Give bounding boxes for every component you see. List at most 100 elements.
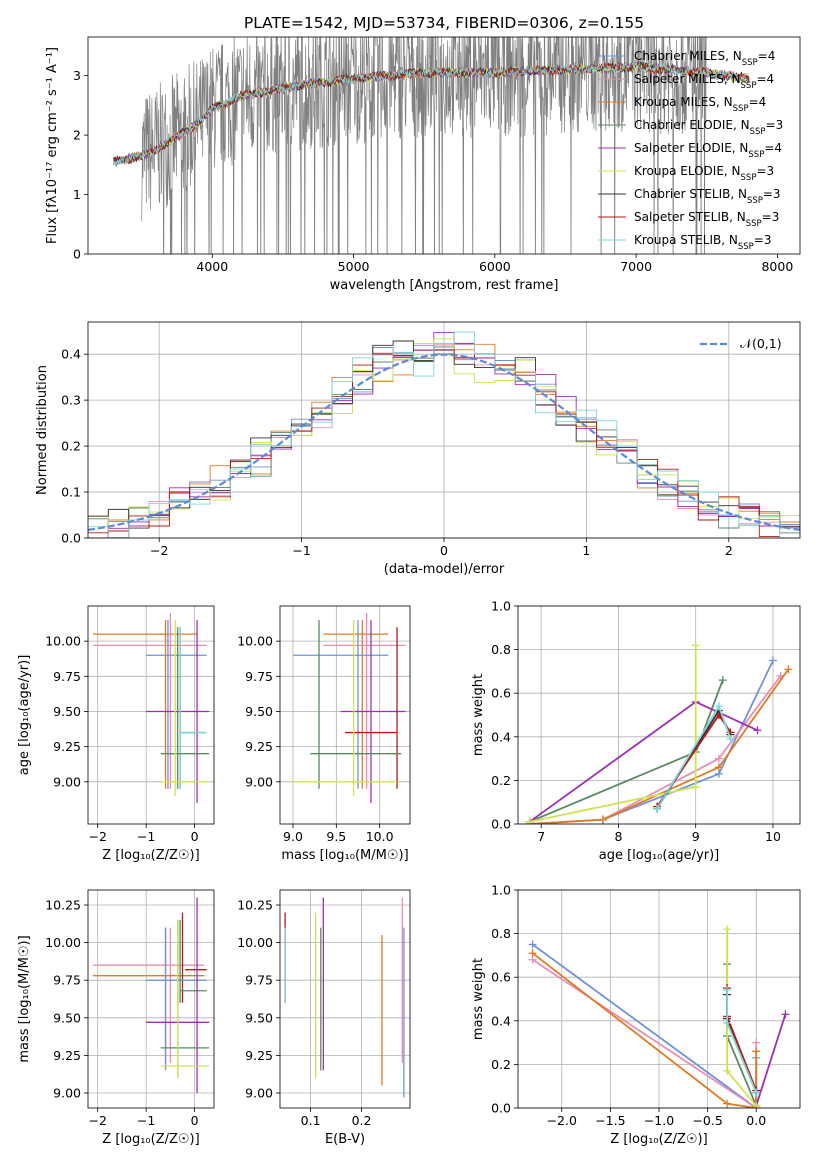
- errorbar-point: [160, 920, 210, 1078]
- axes-frame: [517, 605, 801, 825]
- y-tick-label: 0.6: [491, 686, 511, 701]
- gaussian-curve: [88, 353, 800, 531]
- y-tick-label: 0.6: [491, 970, 511, 985]
- y-tick-label: 0.1: [61, 485, 81, 500]
- y-tick-label: 0.4: [491, 729, 511, 744]
- x-tick-label: −1: [137, 1113, 155, 1128]
- x-axis-label: E(B-V): [325, 1132, 365, 1147]
- series-salpeter-miles: [532, 959, 758, 1108]
- model-kroupa-stelib: [113, 61, 750, 166]
- plus-marker: [525, 817, 534, 824]
- errorbar-point: [160, 627, 210, 789]
- x-tick-label: 5000: [338, 259, 370, 274]
- axes-age_vs_Z: −2 −1 0 9.00 9.25 9.50 9.75 10.00 Z [log₁₀(Z/Z☉)…: [17, 605, 215, 863]
- y-tick-label: 9.00: [245, 1085, 273, 1100]
- errorbar-point: [179, 627, 205, 789]
- data-spectrum: [141, 37, 707, 254]
- legend-entry: 𝒩(0,1): [740, 336, 782, 351]
- legend-entry: Kroupa ELODIE, NSSP=3: [634, 164, 774, 183]
- plus-marker: [752, 1047, 761, 1056]
- y-axis-label: age [log₁₀(age/yr)]: [17, 655, 32, 776]
- x-tick-label: 0: [191, 829, 199, 844]
- series-kroupa-elodie: [529, 645, 697, 823]
- x-tick-label: 1: [582, 543, 590, 558]
- y-tick-label: 9.50: [53, 704, 81, 719]
- plus-marker: [752, 1101, 761, 1108]
- plus-marker: [723, 986, 732, 995]
- errorbar-point: [160, 920, 210, 1078]
- legend-entry: Salpeter STELIB, NSSP=3: [634, 210, 779, 229]
- legend-entry: Kroupa STELIB, NSSP=3: [634, 233, 772, 252]
- series-chabrier-miles: [532, 943, 758, 1108]
- legend-entry: Kroupa MILES, NSSP=4: [634, 95, 766, 114]
- series-kroupa-miles: [532, 952, 758, 1108]
- y-tick-label: 3: [73, 68, 81, 83]
- errorbar-point: [340, 620, 406, 803]
- plot-area: [113, 37, 750, 254]
- x-tick-label: 2: [725, 543, 733, 558]
- x-tick-label: 0: [191, 1113, 199, 1128]
- x-axis-label: Z [log₁₀(Z/Z☉)]: [102, 1132, 199, 1147]
- x-tick-label: −2.0: [547, 1113, 577, 1128]
- x-tick-label: −1.5: [595, 1113, 625, 1128]
- x-tick-label: −1: [137, 829, 155, 844]
- plus-marker: [753, 726, 762, 735]
- x-tick-label: 9.5: [326, 829, 346, 844]
- plus-marker: [528, 949, 537, 958]
- legend-entry: Chabrier MILES, NSSP=4: [634, 49, 775, 68]
- y-tick-label: 0.4: [61, 347, 81, 362]
- y-tick-label: 0.3: [61, 393, 81, 408]
- axes-frame: [87, 36, 801, 255]
- plus-marker: [723, 925, 732, 934]
- y-tick-label: 9.25: [53, 1048, 81, 1063]
- plus-marker: [723, 1099, 732, 1108]
- axes-frame: [279, 889, 411, 1109]
- y-tick-label: 9.75: [53, 669, 81, 684]
- errorbar-point: [179, 920, 207, 1003]
- y-tick-label: 9.75: [245, 973, 273, 988]
- x-tick-label: 0: [440, 543, 448, 558]
- x-tick-label: −2: [88, 829, 106, 844]
- y-axis-label: mass weight: [471, 674, 486, 756]
- plus-marker: [726, 734, 735, 743]
- plus-marker: [653, 804, 662, 813]
- legend-entry: Chabrier STELIB, NSSP=3: [634, 187, 781, 206]
- y-tick-label: 9.50: [53, 1010, 81, 1025]
- x-tick-label: −2: [150, 543, 168, 558]
- y-tick-label: 9.50: [245, 1010, 273, 1025]
- y-axis-label: Normed distribution: [35, 365, 50, 495]
- x-tick-label: −1: [292, 543, 310, 558]
- y-tick-label: 10.25: [237, 898, 273, 913]
- plus-marker: [598, 815, 607, 824]
- axes-massweight_vs_age: 7 8 9 10 0.0 0.2 0.4 0.6 0.8 1.0 age [log₁₀(age/yr…: [471, 599, 801, 863]
- plot-area: [284, 897, 405, 1098]
- y-axis-label: mass weight: [471, 958, 486, 1040]
- plus-marker: [752, 1038, 761, 1047]
- y-tick-label: 10.25: [45, 898, 81, 913]
- x-axis-label: Z [log₁₀(Z/Z☉)]: [102, 848, 199, 863]
- plus-marker: [723, 1018, 732, 1027]
- y-tick-label: 9.75: [53, 973, 81, 988]
- y-tick-label: 10.00: [237, 935, 273, 950]
- x-axis-label: (data-model)/error: [384, 562, 505, 577]
- x-tick-label: 0.0: [746, 1113, 766, 1128]
- y-tick-label: 10.00: [45, 634, 81, 649]
- x-tick-label: 8000: [761, 259, 793, 274]
- plus-marker: [723, 1066, 732, 1075]
- errorbar-point: [92, 927, 205, 1063]
- plot-area: [528, 925, 790, 1108]
- x-tick-label: 9.0: [283, 829, 303, 844]
- plot-area: [525, 641, 793, 824]
- y-tick-label: 1: [73, 187, 81, 202]
- plot-area: [92, 897, 210, 1093]
- plus-marker: [781, 1010, 790, 1019]
- y-tick-label: 0.0: [61, 531, 81, 546]
- y-tick-label: 9.25: [53, 739, 81, 754]
- plot-area: [92, 613, 210, 803]
- plus-marker: [714, 763, 723, 772]
- figure-title: PLATE=1542, MJD=53734, FIBERID=0306, z=0…: [244, 14, 644, 32]
- series-salpeter-elodie: [755, 1014, 787, 1107]
- x-tick-label: −2: [88, 1113, 106, 1128]
- errorbar-point: [293, 620, 389, 789]
